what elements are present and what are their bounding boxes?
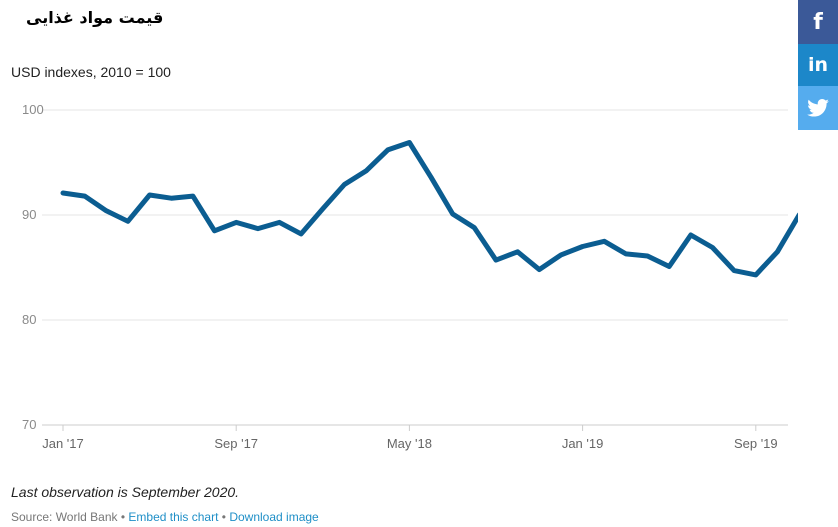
chart-subtitle: USD indexes, 2010 = 100 [11, 64, 171, 80]
source-line: Source: World Bank • Embed this chart • … [11, 510, 319, 524]
source-text: Source: World Bank [11, 510, 118, 524]
y-axis-ticks: 100 90 80 70 [22, 102, 44, 432]
social-share-bar: f in [798, 0, 838, 130]
facebook-share-button[interactable]: f [798, 0, 838, 44]
y-tick-label: 70 [22, 417, 36, 432]
separator: • [221, 510, 226, 524]
linkedin-share-button[interactable]: in [798, 44, 838, 86]
download-image-link[interactable]: Download image [229, 510, 319, 524]
twitter-icon [807, 99, 829, 117]
linkedin-icon: in [807, 54, 829, 76]
chart-title: قیمت مواد غذایی [26, 8, 164, 27]
x-tick-label: Jan '17 [42, 436, 84, 451]
twitter-share-button[interactable] [798, 86, 838, 130]
last-observation-note: Last observation is September 2020. [11, 484, 240, 500]
x-tick-label: Jan '19 [562, 436, 604, 451]
y-tick-label: 100 [22, 102, 44, 117]
y-tick-label: 90 [22, 207, 36, 222]
facebook-icon: f [813, 9, 823, 35]
x-tick-label: Sep '17 [214, 436, 258, 451]
gridlines [42, 109, 788, 426]
series-line [60, 140, 798, 278]
y-tick-label: 80 [22, 312, 36, 327]
embed-chart-link[interactable]: Embed this chart [128, 510, 219, 524]
line-chart: 100 90 80 70 Jan '17 Sep '17 May '18 Jan '19 Se… [22, 102, 798, 451]
x-tick-label: Sep '19 [734, 436, 778, 451]
x-tick-label: May '18 [387, 436, 432, 451]
separator: • [120, 510, 126, 524]
